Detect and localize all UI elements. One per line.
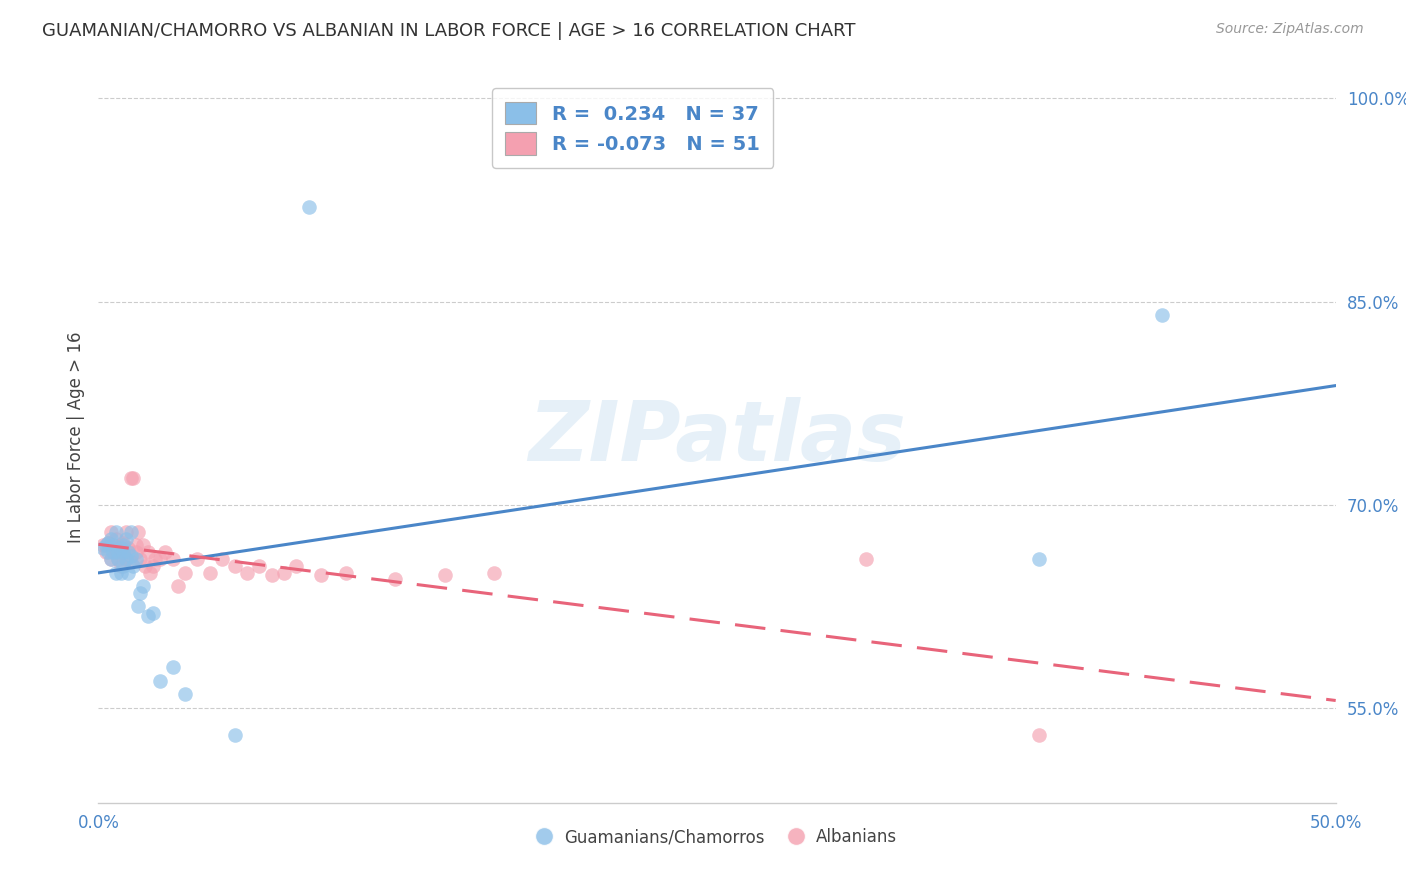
Point <box>136 608 159 623</box>
Point <box>166 579 188 593</box>
Point <box>122 471 145 485</box>
Point <box>186 552 208 566</box>
Point <box>112 545 135 559</box>
Point <box>136 545 159 559</box>
Point <box>107 541 129 556</box>
Point <box>129 586 152 600</box>
Point <box>100 552 122 566</box>
Point <box>298 200 321 214</box>
Point <box>132 538 155 552</box>
Point <box>124 538 146 552</box>
Point <box>110 541 132 556</box>
Point <box>120 549 142 564</box>
Point <box>112 558 135 573</box>
Point <box>107 552 129 566</box>
Point <box>142 558 165 573</box>
Point <box>114 552 136 566</box>
Point <box>114 552 136 566</box>
Point <box>100 524 122 539</box>
Point <box>117 566 139 580</box>
Point <box>484 566 506 580</box>
Point <box>127 599 149 614</box>
Point <box>132 579 155 593</box>
Point <box>117 541 139 556</box>
Point <box>224 728 246 742</box>
Point <box>107 545 129 559</box>
Point <box>1152 308 1174 322</box>
Point <box>247 558 270 573</box>
Point <box>198 566 221 580</box>
Point <box>224 558 246 573</box>
Point <box>129 552 152 566</box>
Point <box>104 532 127 546</box>
Point <box>112 535 135 549</box>
Point <box>174 566 197 580</box>
Legend: Guamanians/Chamorros, Albanians: Guamanians/Chamorros, Albanians <box>530 822 904 853</box>
Point <box>103 545 125 559</box>
Point <box>120 471 142 485</box>
Point <box>384 572 406 586</box>
Text: GUAMANIAN/CHAMORRO VS ALBANIAN IN LABOR FORCE | AGE > 16 CORRELATION CHART: GUAMANIAN/CHAMORRO VS ALBANIAN IN LABOR … <box>42 22 856 40</box>
Point <box>107 552 129 566</box>
Point <box>433 568 456 582</box>
Point <box>103 538 125 552</box>
Point <box>1028 552 1050 566</box>
Point <box>120 555 142 569</box>
Point <box>122 558 145 573</box>
Point <box>273 566 295 580</box>
Point <box>155 545 177 559</box>
Point <box>142 606 165 620</box>
Point <box>100 532 122 546</box>
Point <box>211 552 233 566</box>
Point <box>174 688 197 702</box>
Point <box>335 566 357 580</box>
Point <box>117 545 139 559</box>
Point <box>162 660 184 674</box>
Y-axis label: In Labor Force | Age > 16: In Labor Force | Age > 16 <box>66 331 84 543</box>
Point <box>124 552 146 566</box>
Text: ZIPatlas: ZIPatlas <box>529 397 905 477</box>
Point <box>143 552 166 566</box>
Point <box>855 552 877 566</box>
Point <box>149 552 172 566</box>
Point <box>94 538 117 552</box>
Point <box>236 566 259 580</box>
Point <box>260 568 283 582</box>
Point <box>120 524 142 539</box>
Point <box>162 552 184 566</box>
Point <box>103 538 125 552</box>
Point <box>127 524 149 539</box>
Point <box>112 538 135 552</box>
Point <box>100 552 122 566</box>
Point <box>104 524 127 539</box>
Point <box>97 535 120 549</box>
Point <box>97 545 120 559</box>
Point <box>139 566 162 580</box>
Point <box>1028 728 1050 742</box>
Point <box>124 545 146 559</box>
Point <box>93 538 115 552</box>
Point <box>134 558 156 573</box>
Point <box>93 541 115 556</box>
Point <box>114 524 136 539</box>
Point <box>110 538 132 552</box>
Point <box>94 545 117 559</box>
Point <box>110 558 132 573</box>
Text: Source: ZipAtlas.com: Source: ZipAtlas.com <box>1216 22 1364 37</box>
Point <box>309 568 332 582</box>
Point <box>285 558 308 573</box>
Point <box>112 545 135 559</box>
Point <box>149 673 172 688</box>
Point <box>104 566 127 580</box>
Point <box>104 545 127 559</box>
Point <box>97 535 120 549</box>
Point <box>110 566 132 580</box>
Point <box>114 532 136 546</box>
